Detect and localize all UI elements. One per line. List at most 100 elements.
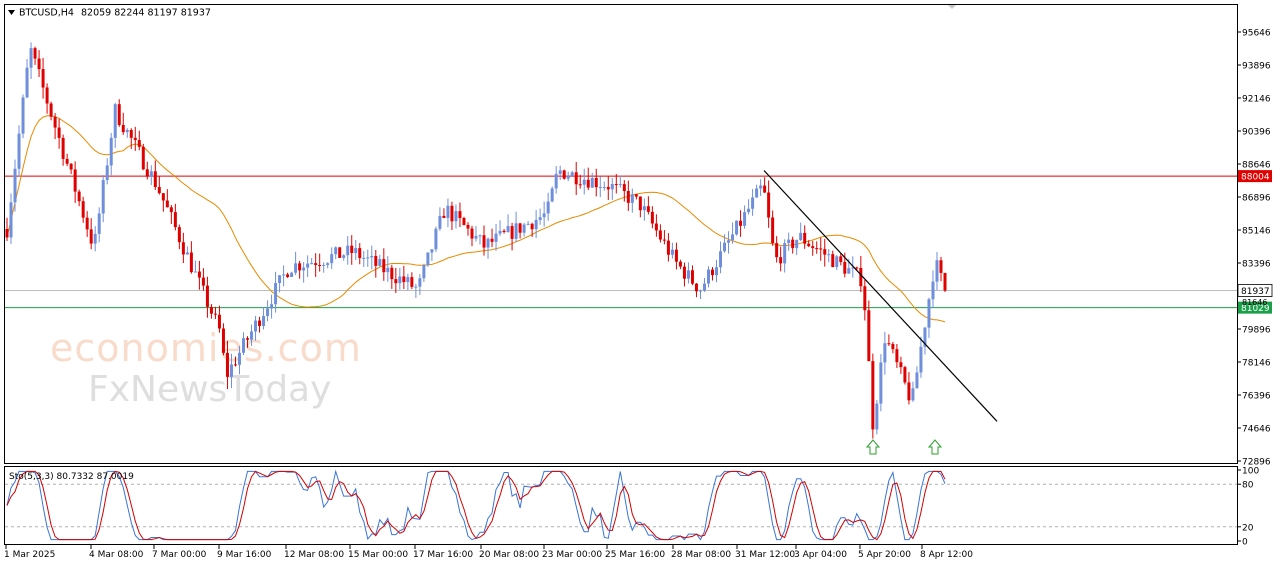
- candle-body: [867, 310, 871, 362]
- candle: [282, 265, 286, 287]
- candle: [446, 198, 450, 228]
- candle-body: [731, 234, 735, 241]
- candle-body: [662, 239, 666, 241]
- candle-body: [89, 229, 93, 244]
- candle-body: [258, 320, 262, 326]
- candle: [105, 158, 109, 185]
- candle: [899, 356, 903, 374]
- candle-body: [686, 270, 690, 279]
- candle-body: [823, 249, 827, 255]
- candle-body: [719, 251, 723, 268]
- candle-body: [410, 277, 414, 287]
- watermark-fxnewstoday: FxNewsToday: [88, 369, 331, 410]
- candle: [839, 253, 843, 266]
- candle-body: [221, 328, 225, 353]
- candle: [181, 232, 185, 264]
- candle: [177, 224, 181, 250]
- candle-body: [161, 193, 165, 201]
- candle-body: [25, 67, 29, 98]
- candle-body: [97, 213, 101, 234]
- candle: [73, 161, 77, 203]
- candle: [250, 324, 254, 346]
- candle: [278, 274, 282, 293]
- candle: [506, 214, 510, 233]
- candle-body: [450, 205, 454, 222]
- candle-body: [538, 217, 542, 220]
- time-tick-label: 28 Mar 08:00: [671, 550, 731, 560]
- candle-body: [839, 256, 843, 263]
- ohlc-label: 82059 82244 81197 81937: [81, 8, 211, 19]
- candle: [5, 217, 9, 242]
- candle: [811, 240, 815, 256]
- candle-body: [871, 361, 875, 430]
- candle: [723, 234, 727, 253]
- candle-body: [771, 217, 775, 244]
- candle-body: [298, 263, 302, 271]
- candle: [875, 400, 879, 435]
- candle: [434, 226, 438, 252]
- candle: [598, 176, 602, 198]
- candle-body: [666, 240, 670, 255]
- candle: [895, 343, 899, 368]
- price-tick-label: 88646: [1242, 161, 1271, 171]
- candle: [350, 235, 354, 265]
- candle: [169, 204, 173, 225]
- candle: [322, 262, 326, 273]
- candle-body: [17, 133, 21, 169]
- candle: [414, 283, 418, 298]
- candle-body: [610, 184, 614, 190]
- stoch-signal-line: [6, 470, 946, 541]
- candle-body: [735, 220, 739, 235]
- candle-body: [458, 211, 462, 219]
- candle: [462, 216, 466, 226]
- resistance-price-label: 88004: [1241, 173, 1270, 183]
- candle-body: [193, 271, 197, 273]
- candle-body: [486, 238, 490, 248]
- candle-body: [795, 240, 799, 249]
- candle-body: [205, 285, 209, 307]
- candle-body: [430, 249, 434, 253]
- candle: [193, 260, 197, 273]
- candle-body: [73, 169, 77, 192]
- candle: [755, 184, 759, 198]
- candle-body: [590, 178, 594, 188]
- candle: [217, 305, 221, 333]
- candle: [831, 250, 835, 268]
- time-tick-label: 8 Apr 12:00: [920, 550, 973, 560]
- candle-body: [145, 169, 149, 177]
- candle-body: [370, 255, 374, 258]
- candle-body: [943, 272, 947, 291]
- candle: [406, 273, 410, 291]
- candle-body: [614, 184, 618, 186]
- candle-body: [582, 179, 586, 185]
- candle-body: [242, 338, 246, 353]
- candle-body: [402, 276, 406, 283]
- candle: [638, 196, 642, 218]
- price-tick-label: 86896: [1242, 194, 1271, 204]
- candle: [157, 176, 161, 195]
- dropdown-triangle-icon[interactable]: [8, 10, 15, 15]
- candle-body: [891, 343, 895, 350]
- candle: [502, 228, 506, 234]
- candle-body: [895, 349, 899, 363]
- candle-body: [706, 269, 710, 284]
- candle-body: [314, 263, 318, 265]
- candle-body: [939, 260, 943, 273]
- candle: [759, 179, 763, 197]
- candle: [258, 316, 262, 333]
- price-tick-label: 76396: [1242, 392, 1271, 402]
- candle: [771, 210, 775, 246]
- candle: [618, 175, 622, 188]
- price-tick-label: 78146: [1242, 359, 1271, 369]
- candle-body: [290, 272, 294, 277]
- candle: [474, 226, 478, 242]
- candle: [498, 220, 502, 236]
- candle-body: [5, 228, 9, 238]
- candle: [582, 168, 586, 195]
- candle: [931, 270, 935, 309]
- candle-body: [270, 304, 274, 309]
- candle: [919, 336, 923, 378]
- candle-body: [246, 338, 250, 340]
- candle-body: [743, 212, 747, 226]
